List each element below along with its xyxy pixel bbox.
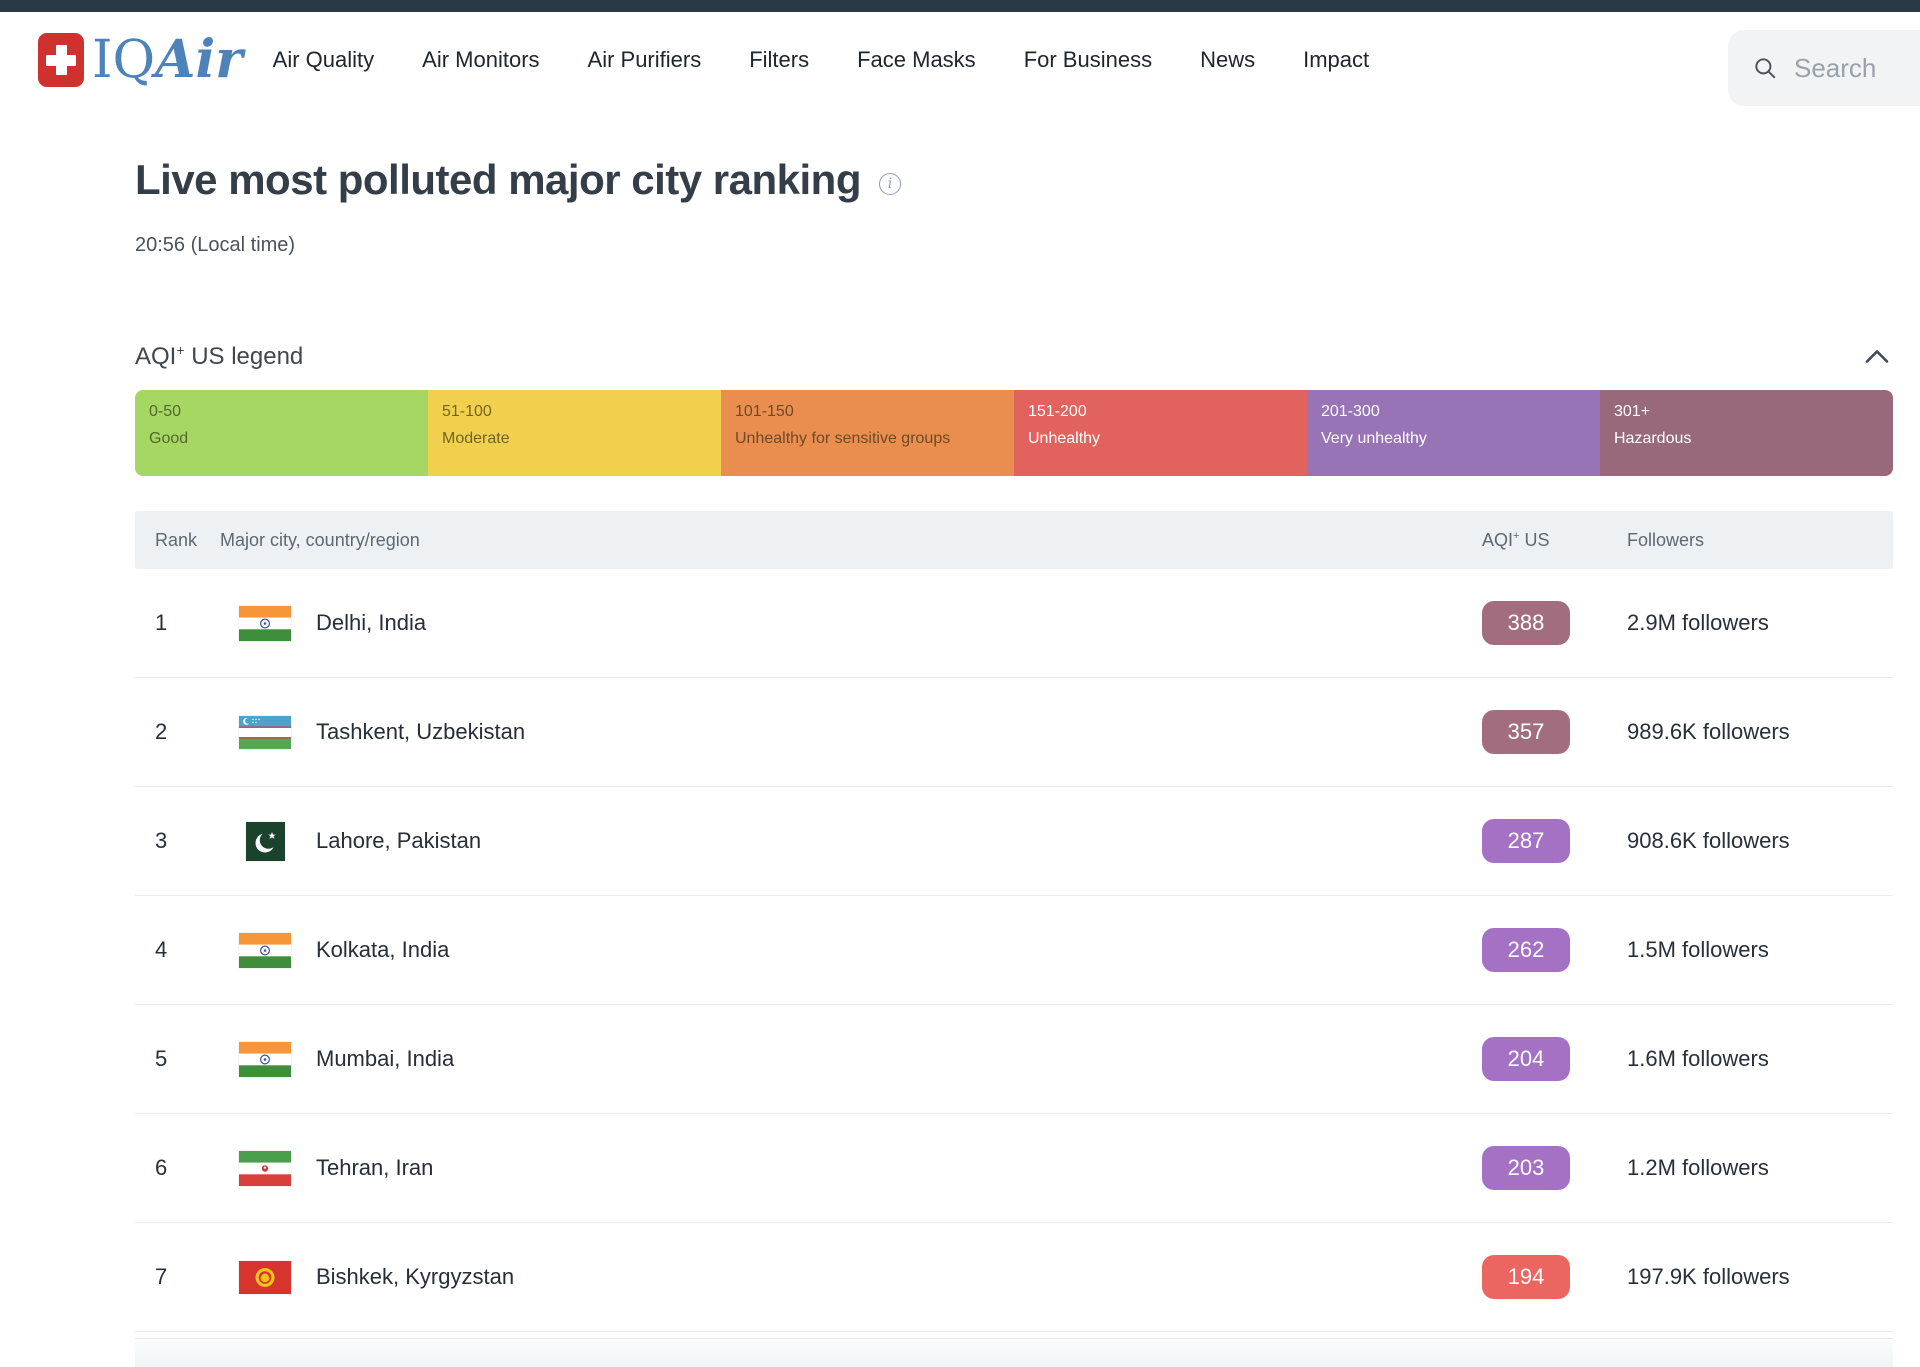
legend-band-label: Good: [149, 430, 189, 447]
legend-band: 151-200 Unhealthy: [1014, 390, 1307, 476]
nav-item-news[interactable]: News: [1200, 47, 1256, 72]
city-link[interactable]: Mumbai, India: [316, 1046, 455, 1071]
legend-band-range: 201-300: [1321, 403, 1380, 420]
aqi-column-header: AQI+ US: [1482, 529, 1550, 550]
table-row[interactable]: 2 Tashkent, Uzbekistan 357 989.6K follow…: [135, 678, 1893, 787]
nav-item-for-business[interactable]: For Business: [1023, 47, 1153, 72]
nav-item-impact[interactable]: Impact: [1303, 47, 1370, 72]
iqair-logo[interactable]: IQAir: [38, 33, 243, 87]
followers-cell: 908.6K followers: [1627, 828, 1790, 853]
nav-item-filters[interactable]: Filters: [749, 47, 810, 72]
brand-wordmark: IQAir: [92, 29, 243, 90]
legend-band: 51-100 Moderate: [428, 390, 721, 476]
table-body: 1 Delhi, India 388 2.9M followers 2 Tash…: [135, 569, 1893, 1332]
table-footer-strip: [135, 1338, 1893, 1367]
nav-item-air-quality[interactable]: Air Quality: [272, 47, 375, 72]
legend-band-range: 101-150: [735, 403, 794, 420]
table-row[interactable]: 3 Lahore, Pakistan 287 908.6K followers: [135, 787, 1893, 896]
city-link[interactable]: Tehran, Iran: [316, 1155, 434, 1180]
followers-cell: 1.5M followers: [1627, 937, 1769, 962]
pakistan-flag-icon: [238, 821, 292, 861]
search-icon: [1755, 58, 1776, 79]
table-row[interactable]: 7 Bishkek, Kyrgyzstan 194 197.9K followe…: [135, 1223, 1893, 1332]
nav-item-face-masks[interactable]: Face Masks: [857, 47, 976, 72]
city-link[interactable]: Tashkent, Uzbekistan: [316, 719, 526, 744]
info-icon[interactable]: i: [878, 173, 901, 195]
rank-cell: 6: [155, 1155, 168, 1180]
followers-column-header: Followers: [1627, 529, 1705, 550]
city-column-header: Major city, country/region: [220, 529, 420, 550]
rank-cell: 1: [155, 610, 168, 635]
legend-band-label: Moderate: [442, 430, 510, 447]
legend-band: 301+ Hazardous: [1600, 390, 1893, 476]
india-flag-icon: [238, 1041, 292, 1077]
city-link[interactable]: Bishkek, Kyrgyzstan: [316, 1264, 515, 1289]
chevron-up-icon[interactable]: [1861, 345, 1893, 368]
iran-flag-icon: [238, 1150, 292, 1186]
aqi-badge: 388: [1482, 601, 1570, 645]
city-link[interactable]: Delhi, India: [316, 610, 427, 635]
table-header-row: Rank Major city, country/region AQI+ US …: [135, 511, 1893, 569]
legend-band: 101-150 Unhealthy for sensitive groups: [721, 390, 1014, 476]
aqi-badge: 287: [1482, 819, 1570, 863]
india-flag-icon: [238, 932, 292, 968]
kyrgyzstan-flag-icon: [238, 1260, 292, 1294]
aqi-badge: 357: [1482, 710, 1570, 754]
nav-item-air-monitors[interactable]: Air Monitors: [422, 47, 540, 72]
search-input[interactable]: Search: [1728, 30, 1920, 106]
legend-title: AQI+ US legend: [135, 342, 304, 370]
followers-cell: 1.2M followers: [1627, 1155, 1769, 1180]
table-row[interactable]: 5 Mumbai, India 204 1.6M followers: [135, 1005, 1893, 1114]
city-link[interactable]: Kolkata, India: [316, 937, 450, 962]
legend-band-label: Unhealthy for sensitive groups: [735, 430, 951, 447]
legend-band-label: Hazardous: [1614, 430, 1692, 447]
city-link[interactable]: Lahore, Pakistan: [316, 828, 482, 853]
legend-band-label: Very unhealthy: [1321, 430, 1427, 447]
table-row[interactable]: 4 Kolkata, India 262 1.5M followers: [135, 896, 1893, 1005]
followers-cell: 2.9M followers: [1627, 610, 1769, 635]
aqi-badge: 204: [1482, 1037, 1570, 1081]
legend-band-range: 151-200: [1028, 403, 1087, 420]
legend-band: 0-50 Good: [135, 390, 428, 476]
main-nav: IQAir Air Quality Air Monitors Air Purifie…: [0, 12, 1920, 108]
india-flag-icon: [238, 605, 292, 641]
followers-cell: 989.6K followers: [1627, 719, 1790, 744]
rank-cell: 5: [155, 1046, 168, 1071]
top-accent-bar: [0, 0, 1920, 12]
rank-cell: 7: [155, 1264, 168, 1289]
legend-band-range: 51-100: [442, 403, 492, 420]
aqi-badge: 262: [1482, 928, 1570, 972]
uzbekistan-flag-icon: [238, 715, 292, 749]
table-row[interactable]: 6 Tehran, Iran 203 1.2M followers: [135, 1114, 1893, 1223]
aqi-legend-bar: 0-50 Good 51-100 Moderate 101-150 Unheal…: [135, 390, 1893, 476]
rank-column-header: Rank: [155, 529, 198, 550]
rank-cell: 2: [155, 719, 168, 744]
ranking-table: Rank Major city, country/region AQI+ US …: [135, 511, 1893, 1367]
rank-cell: 3: [155, 828, 168, 853]
aqi-legend-section: AQI+ US legend 0-50 Good 51-100 Moderate…: [135, 342, 1893, 476]
local-time: 20:56 (Local time): [135, 234, 296, 256]
aqi-badge: 194: [1482, 1255, 1570, 1299]
page-title: Live most polluted major city ranking: [135, 156, 861, 203]
followers-cell: 197.9K followers: [1627, 1264, 1790, 1289]
legend-band-label: Unhealthy: [1028, 430, 1101, 447]
legend-band-range: 0-50: [149, 403, 182, 420]
page-content: Live most polluted major city ranking i …: [0, 154, 1920, 1367]
nav-item-air-purifiers[interactable]: Air Purifiers: [587, 47, 702, 72]
legend-band: 201-300 Very unhealthy: [1307, 390, 1600, 476]
legend-band-range: 301+: [1614, 403, 1651, 420]
aqi-badge: 203: [1482, 1146, 1570, 1190]
search-placeholder: Search: [1794, 52, 1877, 83]
rank-cell: 4: [155, 937, 168, 962]
followers-cell: 1.6M followers: [1627, 1046, 1769, 1071]
nav-items: Air Quality Air Monitors Air Purifiers Filt…: [273, 47, 1369, 73]
table-row[interactable]: 1 Delhi, India 388 2.9M followers: [135, 569, 1893, 678]
swiss-cross-icon: [38, 33, 84, 87]
